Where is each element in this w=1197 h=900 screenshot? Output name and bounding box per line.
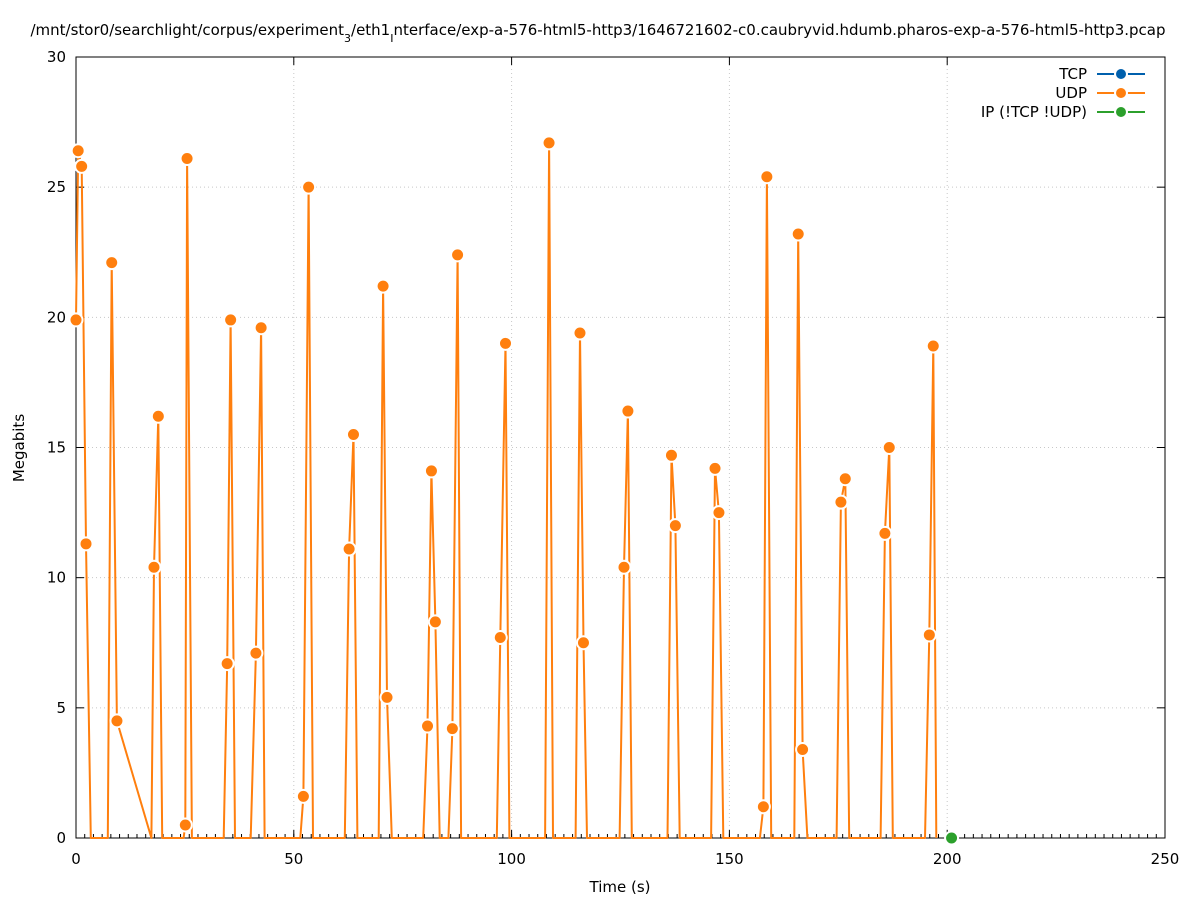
udp-data-point	[795, 741, 811, 757]
udp-data-point	[379, 689, 395, 705]
udp-data-point	[219, 656, 235, 672]
x-tick-label: 100	[497, 850, 526, 868]
x-axis-label: Time (s)	[589, 878, 651, 896]
udp-data-point	[68, 312, 84, 328]
udp-data-point	[345, 426, 361, 442]
udp-data-point	[755, 799, 771, 815]
udp-data-point	[877, 525, 893, 541]
udp-data-point	[711, 505, 727, 521]
y-tick-label: 30	[47, 48, 66, 66]
udp-data-point	[707, 460, 723, 476]
udp-data-point	[427, 614, 443, 630]
x-tick-label: 150	[715, 850, 744, 868]
udp-data-point	[74, 158, 90, 174]
udp-data-point	[492, 630, 508, 646]
legend-label-tcp: TCP	[1058, 65, 1087, 83]
x-tick-label: 50	[284, 850, 303, 868]
udp-data-point	[78, 536, 94, 552]
legend-label-udp: UDP	[1055, 84, 1087, 102]
udp-data-point	[759, 169, 775, 185]
legend-marker-udp	[1114, 86, 1128, 100]
y-tick-label: 25	[47, 178, 66, 196]
y-tick-label: 15	[47, 439, 66, 457]
udp-data-point	[109, 713, 125, 729]
chart-title: /mnt/stor0/searchlight/corpus/experiment…	[31, 21, 1166, 45]
x-tick-label: 0	[71, 850, 81, 868]
y-tick-label: 10	[47, 569, 66, 587]
udp-data-point	[450, 247, 466, 263]
udp-data-point	[833, 494, 849, 510]
udp-data-point	[70, 143, 86, 159]
x-tick-label: 250	[1151, 850, 1180, 868]
udp-data-point	[663, 447, 679, 463]
udp-data-point	[925, 338, 941, 354]
ticks: 0 50 100 150 200 250 0 5 10 15 20 25 30	[47, 48, 1179, 868]
legend-marker-tcp	[1114, 67, 1128, 81]
udp-data-point	[498, 335, 514, 351]
udp-data-point	[146, 559, 162, 575]
udp-data-point	[881, 440, 897, 455]
udp-data-point	[248, 645, 264, 661]
udp-data-point	[177, 817, 193, 833]
udp-data-point	[223, 312, 239, 328]
udp-data-point	[667, 518, 683, 534]
ip-data-point	[944, 830, 960, 846]
udp-data-point	[423, 463, 439, 479]
udp-data-point	[104, 255, 120, 271]
grid	[76, 57, 1165, 838]
udp-data-point	[420, 718, 436, 734]
udp-data-point	[620, 403, 636, 419]
legend-label-ip: IP (!TCP !UDP)	[981, 103, 1087, 121]
udp-data-point	[790, 226, 806, 242]
udp-data-point	[921, 627, 937, 643]
y-tick-label: 0	[56, 829, 66, 847]
udp-data-point	[150, 408, 166, 424]
udp-series-line	[75, 141, 938, 839]
udp-data-point	[301, 179, 317, 195]
udp-data-point	[341, 541, 357, 557]
legend-marker-ip	[1114, 105, 1128, 119]
udp-data-point	[444, 721, 460, 737]
udp-data-point	[253, 320, 269, 336]
udp-data-point	[837, 471, 853, 487]
x-tick-label: 200	[933, 850, 962, 868]
udp-data-point	[541, 135, 557, 151]
udp-data-point	[179, 151, 195, 167]
udp-data-point	[295, 788, 311, 804]
udp-data-point	[616, 559, 632, 575]
udp-data-point	[375, 278, 391, 294]
udp-data-point	[572, 325, 588, 341]
y-axis-label: Megabits	[10, 414, 28, 482]
y-tick-label: 5	[56, 699, 66, 717]
series	[68, 135, 960, 846]
y-tick-label: 20	[47, 308, 66, 326]
udp-data-point	[575, 635, 591, 651]
